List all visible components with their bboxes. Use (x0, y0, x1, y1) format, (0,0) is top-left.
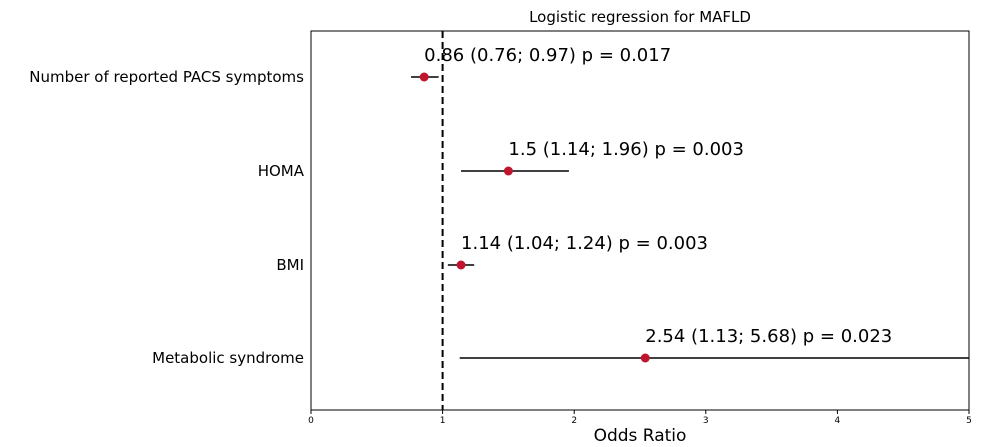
category-label: Metabolic syndrome (152, 349, 304, 367)
x-tick-label: 2 (571, 416, 577, 426)
forest-row: BMI 1.14 (1.04; 1.24) p = 0.003 (276, 233, 708, 274)
forest-row: Metabolic syndrome 2.54 (1.13; 5.68) p = … (152, 326, 969, 367)
x-tick-label: 0 (308, 416, 314, 426)
category-label: BMI (276, 256, 304, 274)
x-axis-label: Odds Ratio (594, 426, 687, 446)
odds-ratio-point (419, 72, 429, 82)
estimate-label: 1.14 (1.04; 1.24) p = 0.003 (461, 233, 708, 254)
odds-ratio-point (640, 353, 650, 363)
odds-ratio-point (456, 260, 466, 270)
category-label: Number of reported PACS symptoms (29, 68, 304, 86)
x-tick-label: 1 (440, 416, 446, 426)
x-tick-label: 5 (966, 416, 972, 426)
forest-row: HOMA 1.5 (1.14; 1.96) p = 0.003 (258, 139, 744, 180)
estimate-label: 1.5 (1.14; 1.96) p = 0.003 (508, 139, 744, 160)
category-label: HOMA (258, 162, 305, 180)
chart-title: Logistic regression for MAFLD (529, 8, 751, 26)
plot-frame (310, 30, 970, 411)
x-tick-label: 3 (703, 416, 709, 426)
estimate-label: 0.86 (0.76; 0.97) p = 0.017 (424, 45, 671, 66)
x-tick-label: 4 (835, 416, 841, 426)
odds-ratio-point (503, 166, 513, 176)
forest-row: Number of reported PACS symptoms 0.86 (0.… (29, 45, 671, 86)
estimate-label: 2.54 (1.13; 5.68) p = 0.023 (645, 326, 892, 347)
